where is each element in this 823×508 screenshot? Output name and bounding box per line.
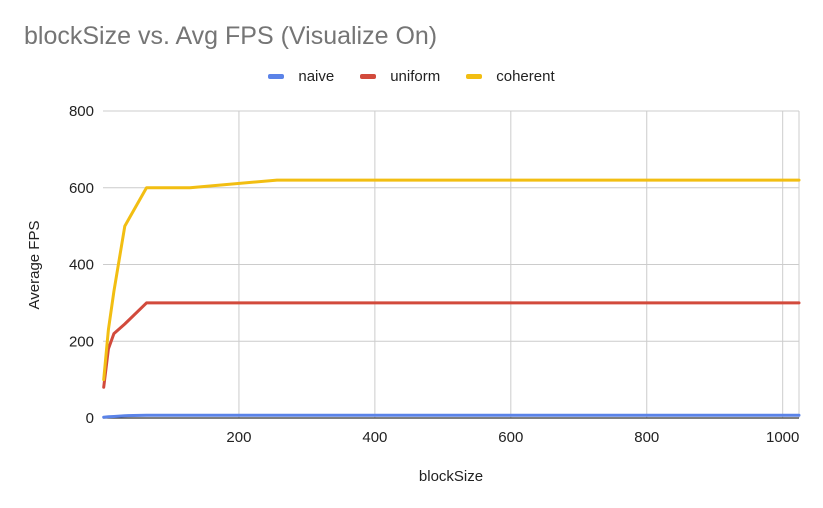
legend-swatch-coherent: [466, 74, 483, 79]
legend-label-naive: naive: [298, 68, 335, 85]
x-axis-title: blockSize: [419, 468, 483, 485]
y-tick-label: 200: [69, 333, 94, 350]
y-tick-label: 400: [69, 257, 94, 274]
x-tick-label: 400: [362, 429, 387, 446]
legend-label-coherent: coherent: [496, 68, 555, 85]
tick-labels: 0 200 400 600 800 200 400 600 800 1000: [69, 103, 799, 446]
legend-swatch-naive: [268, 74, 285, 79]
legend-label-uniform: uniform: [390, 68, 441, 85]
x-tick-label: 800: [634, 429, 659, 446]
y-tick-label: 600: [69, 180, 94, 197]
y-axis-title: Average FPS: [26, 221, 43, 310]
gridlines: [103, 110, 800, 419]
y-tick-label: 800: [69, 103, 94, 120]
series-lines: [102, 178, 801, 419]
series-line-uniform: [102, 301, 801, 389]
x-tick-label: 200: [226, 429, 251, 446]
x-tick-label: 600: [498, 429, 523, 446]
y-tick-label: 0: [86, 410, 94, 427]
x-tick-label: 1000: [766, 429, 799, 446]
series-line-naive: [102, 413, 801, 419]
chart-title: blockSize vs. Avg FPS (Visualize On): [24, 22, 438, 50]
legend-swatch-uniform: [360, 74, 377, 79]
legend-item-coherent: coherent: [466, 68, 555, 85]
series-line-coherent: [102, 178, 801, 382]
chart-legend: naive uniform coherent: [0, 68, 823, 85]
legend-item-naive: naive: [268, 68, 334, 85]
legend-item-uniform: uniform: [360, 68, 440, 85]
